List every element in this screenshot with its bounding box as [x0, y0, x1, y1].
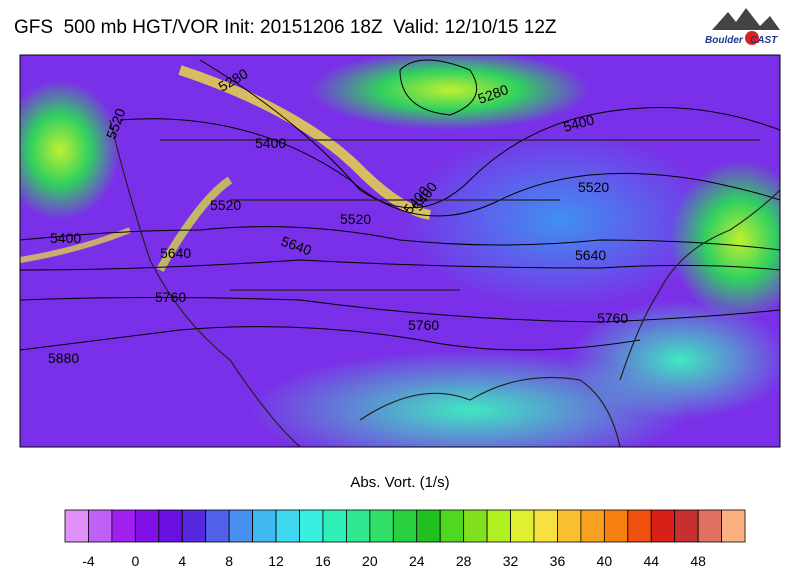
jet-streak [156, 176, 233, 272]
logo-text: CAST [750, 35, 778, 46]
colorbar-tick-label: 36 [550, 553, 566, 569]
contour-label: 5520 [210, 197, 241, 213]
logo: Boulder CAST [705, 8, 780, 46]
colorbar-swatch [674, 509, 699, 543]
contour-label: 5640 [575, 247, 606, 263]
colorbar-swatch [392, 509, 418, 543]
colorbar-swatch [439, 509, 465, 543]
colorbar-swatch [134, 509, 160, 543]
colorbar-swatch [697, 509, 723, 543]
logo-sun [745, 31, 759, 45]
colorbar-title: Abs. Vort. (1/s) [350, 474, 449, 491]
colorbar-swatch [369, 509, 394, 543]
vorticity-area [670, 160, 780, 320]
contour-label: 5400 [255, 135, 286, 151]
contour-label: 5520 [578, 179, 609, 195]
map-frame [19, 54, 781, 448]
vorticity-area [570, 300, 780, 420]
colorbar-tick-label: 40 [597, 553, 613, 569]
colorbar-tick-label: -4 [82, 553, 95, 569]
colorbar-tick-label: 24 [409, 553, 425, 569]
colorbar-swatch [299, 509, 324, 543]
colorbar-tick-label: 8 [225, 553, 233, 569]
contour-label: 5520 [340, 211, 371, 227]
contour-label: 5760 [155, 289, 186, 305]
vorticity-area [400, 130, 720, 310]
colorbar-swatch [486, 509, 511, 543]
colorbar-tick-label: 48 [690, 553, 706, 569]
logo-mountains [712, 8, 780, 30]
colorbar-tick-label: 12 [268, 553, 284, 569]
contour-label: 5880 [48, 350, 79, 366]
colorbar-swatch [322, 509, 347, 543]
contour-label: 5760 [597, 310, 628, 326]
logo-text: Boulder [705, 35, 744, 46]
colorbar-swatch [510, 509, 535, 543]
colorbar-tick-label: 16 [315, 553, 331, 569]
coastlines [109, 119, 780, 447]
colorbar-swatch [721, 509, 746, 543]
contour-label: 5400 [50, 230, 81, 246]
colorbar-swatch [650, 509, 676, 543]
colorbar-tick-label: 0 [131, 553, 139, 569]
colorbar-tick-label: 20 [362, 553, 378, 569]
colorbar-swatch [158, 509, 183, 543]
colorbar-swatch [252, 509, 277, 543]
colorbar-swatch [64, 509, 89, 543]
title: GFS 500 mb HGT/VOR Init: 20151206 18Z Va… [14, 17, 557, 38]
colorbar-swatch [88, 509, 113, 543]
colorbar-swatch [463, 509, 488, 543]
colorbar-swatch [228, 509, 253, 543]
vorticity-area [20, 80, 120, 220]
contour-label: 5400 [562, 111, 596, 135]
colorbar-swatch [111, 509, 136, 543]
contour-label: 5760 [408, 317, 439, 333]
colorbar-swatch [580, 509, 605, 543]
contour-label: 5640 [160, 245, 191, 261]
colorbar-swatch [557, 509, 582, 543]
colorbar-tick-label: 44 [643, 553, 659, 569]
colorbar-swatch [345, 509, 371, 543]
colorbar-tick-label: 28 [456, 553, 472, 569]
jet-streak [178, 65, 432, 220]
colorbar-swatch [603, 509, 629, 543]
colorbar-swatch [275, 509, 300, 543]
colorbar-swatch [181, 509, 207, 543]
colorbar-tick-label: 4 [178, 553, 186, 569]
colorbar-tick-label: 32 [503, 553, 519, 569]
vorticity-area [310, 55, 590, 130]
jet-streak [20, 227, 132, 263]
contours [20, 59, 780, 351]
colorbar-swatch [205, 509, 230, 543]
colorbar-swatch [627, 509, 652, 543]
colorbar-swatch [533, 509, 558, 543]
colorbar-swatch [416, 509, 441, 543]
map [20, 55, 780, 447]
